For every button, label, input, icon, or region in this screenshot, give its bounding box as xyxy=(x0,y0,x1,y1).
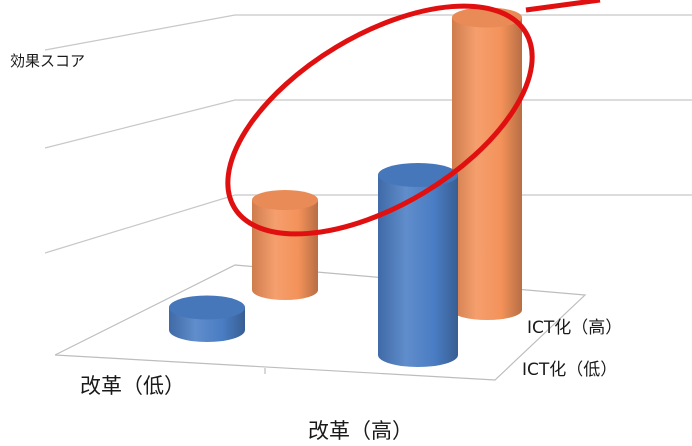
gridline-middle xyxy=(44,194,692,254)
depth-category-label-1: ICT化（低） xyxy=(522,360,617,380)
bar-top xyxy=(252,190,318,210)
bar-top xyxy=(169,295,245,320)
y-axis-label: 効果スコア xyxy=(10,52,85,70)
chart-bars xyxy=(169,7,522,367)
bar-top xyxy=(378,163,458,187)
bar-body xyxy=(452,17,522,320)
highlight-ellipse-annotation xyxy=(225,3,535,237)
gridline-upper xyxy=(44,99,692,149)
highlight-annotation-tail xyxy=(525,0,601,13)
chart-gridlines xyxy=(44,14,692,381)
bar-body xyxy=(252,200,318,300)
bar-cylinder-1-1 xyxy=(169,295,245,342)
floor-plane xyxy=(54,264,587,381)
bar-cylinder-2-2 xyxy=(452,7,522,320)
x-category-label-2: 改革（高） xyxy=(308,419,413,443)
gridline-top xyxy=(44,14,692,51)
x-category-label-1: 改革（低） xyxy=(80,374,185,398)
depth-category-label-2: ICT化（高） xyxy=(527,318,622,338)
bar-body xyxy=(378,175,458,367)
bar-cylinder-2-1 xyxy=(252,190,318,300)
